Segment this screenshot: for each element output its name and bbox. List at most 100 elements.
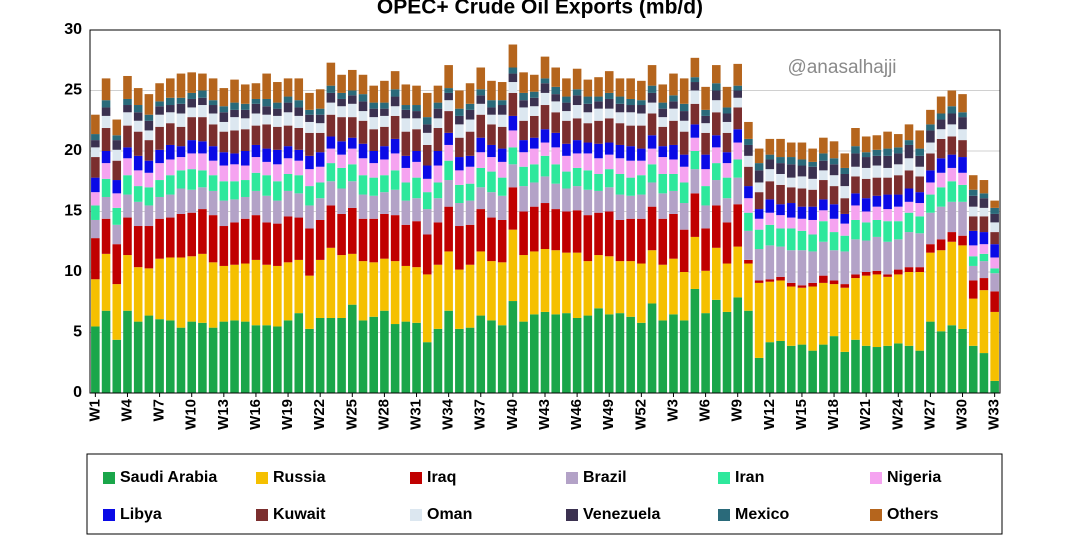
bar-segment	[626, 78, 635, 99]
bar-segment	[412, 151, 421, 162]
bar-segment	[487, 320, 496, 393]
bar-segment	[530, 74, 539, 92]
bar-segment	[765, 245, 775, 280]
bar-segment	[551, 250, 560, 315]
bar-segment	[208, 146, 218, 161]
bar-segment	[465, 183, 475, 201]
bar-segment	[872, 206, 882, 220]
x-tick-label: W6	[697, 399, 714, 422]
bar-segment	[497, 161, 507, 178]
bar-segment	[915, 233, 924, 268]
bar-segment	[915, 148, 924, 156]
bar-segment	[198, 73, 207, 91]
bar-segment	[540, 92, 550, 106]
bar-segment	[797, 165, 807, 177]
bar-segment	[968, 245, 978, 257]
bar-segment	[872, 165, 882, 178]
bar-segment	[390, 115, 400, 139]
bar-segment	[305, 114, 314, 122]
bar-segment	[947, 241, 957, 326]
bar-segment	[369, 151, 378, 164]
bar-segment	[947, 201, 957, 233]
bar-segment	[487, 144, 496, 158]
bar-segment	[551, 86, 560, 95]
bar-segment	[219, 200, 229, 227]
bar-segment	[712, 135, 721, 148]
bar-segment	[861, 275, 871, 346]
bar-segment	[219, 152, 229, 166]
bar-segment	[765, 224, 775, 246]
bar-segment	[508, 115, 518, 131]
bar-segment	[133, 112, 143, 121]
bar-segment	[647, 303, 657, 393]
x-tick-label: W10	[183, 399, 200, 430]
bar-segment	[530, 182, 539, 207]
bar-segment	[797, 159, 807, 166]
bar-segment	[540, 249, 550, 312]
bar-segment	[390, 71, 400, 90]
bar-segment	[519, 321, 528, 393]
bar-segment	[305, 155, 314, 170]
bar-segment	[166, 144, 175, 160]
bar-segment	[337, 106, 346, 118]
bar-segment	[604, 118, 614, 143]
bar-segment	[219, 321, 229, 393]
bar-segment	[915, 216, 924, 234]
bar-segment	[497, 219, 507, 263]
bar-segment	[112, 135, 122, 141]
bar-segment	[562, 188, 571, 212]
bar-segment	[669, 144, 678, 160]
bar-segment	[551, 164, 560, 184]
bar-segment	[358, 143, 368, 159]
bar-segment	[819, 282, 828, 345]
bar-segment	[626, 105, 635, 113]
bar-segment	[465, 200, 475, 225]
bar-segment	[476, 67, 486, 90]
bar-segment	[166, 257, 175, 321]
bar-segment	[540, 129, 550, 143]
bar-segment	[562, 211, 571, 253]
bar-segment	[251, 125, 261, 145]
bar-segment	[572, 167, 582, 187]
bar-segment	[123, 175, 132, 195]
bar-segment	[626, 98, 635, 106]
bar-segment	[712, 147, 721, 164]
bar-segment	[829, 232, 839, 251]
bar-segment	[530, 115, 539, 138]
bar-segment	[208, 175, 218, 191]
bar-segment	[219, 112, 229, 122]
bar-segment	[701, 154, 710, 170]
bar-segment	[968, 256, 978, 266]
bar-segment	[508, 187, 518, 230]
bar-segment	[765, 212, 775, 225]
bar-segment	[422, 124, 432, 133]
x-tick-label: W12	[761, 399, 778, 430]
bar-segment	[979, 193, 989, 199]
bar-segment	[658, 126, 668, 147]
bar-segment	[240, 118, 250, 130]
bar-segment	[337, 117, 346, 142]
bar-segment	[519, 140, 528, 153]
legend-label: Nigeria	[887, 469, 941, 486]
bar-segment	[262, 73, 271, 99]
bar-segment	[422, 92, 432, 118]
bar-segment	[519, 152, 528, 167]
bar-segment	[294, 193, 304, 218]
bar-segment	[808, 350, 817, 393]
bar-segment	[915, 192, 924, 204]
bar-segment	[519, 211, 528, 256]
bar-segment	[101, 78, 111, 101]
bar-segment	[294, 217, 304, 260]
bar-segment	[476, 315, 486, 393]
bar-segment	[240, 180, 250, 197]
bar-segment	[487, 80, 496, 101]
bar-segment	[797, 188, 807, 207]
legend-swatch	[103, 509, 115, 521]
bar-segment	[744, 144, 753, 156]
bar-segment	[337, 154, 346, 168]
bar-segment	[872, 219, 882, 237]
bar-segment	[198, 90, 207, 98]
bar-segment	[187, 189, 196, 213]
bar-segment	[883, 177, 892, 195]
bar-segment	[176, 73, 186, 98]
